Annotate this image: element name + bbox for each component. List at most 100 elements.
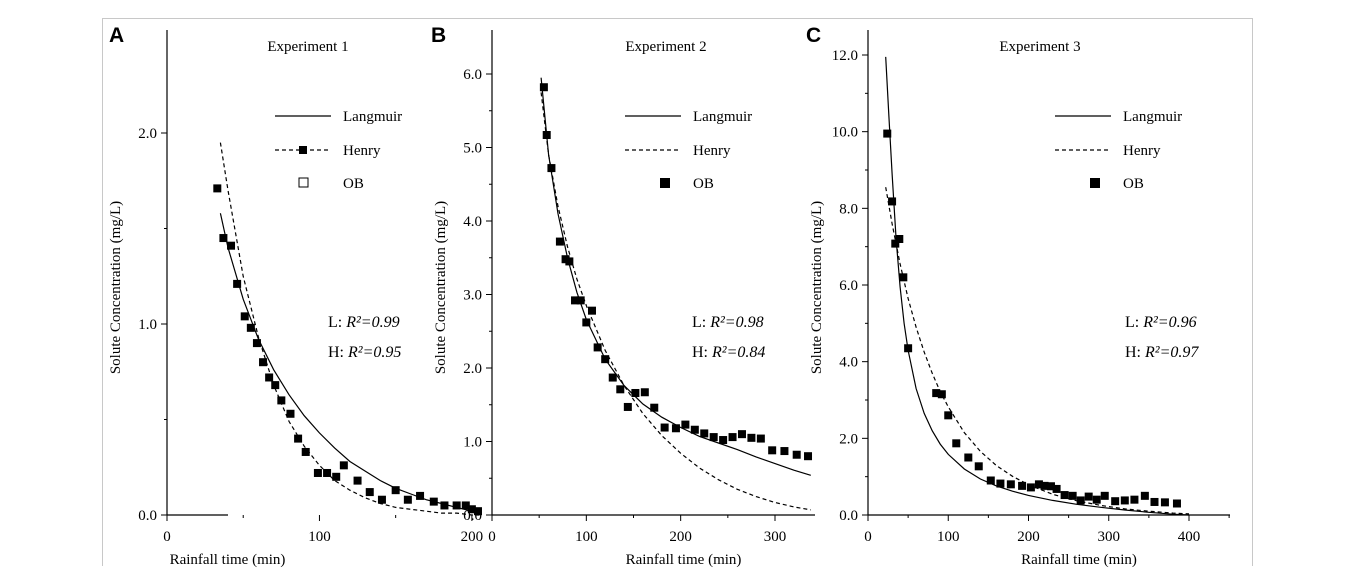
y-tick-label: 1.0 bbox=[138, 317, 157, 333]
data-point-ob bbox=[259, 358, 268, 367]
data-point-ob bbox=[631, 388, 640, 397]
data-point-ob bbox=[219, 234, 228, 243]
data-point-ob bbox=[888, 197, 897, 206]
annotation-h-r2: H: R²=0.84 bbox=[692, 344, 765, 361]
y-tick-label: 4.0 bbox=[463, 214, 482, 230]
data-point-ob bbox=[377, 495, 386, 504]
annotation-h-r2: H: R²=0.95 bbox=[328, 344, 401, 361]
y-tick-label: 6.0 bbox=[839, 278, 858, 294]
data-point-ob bbox=[1034, 480, 1043, 489]
data-point-ob bbox=[587, 306, 596, 315]
data-point-ob bbox=[252, 339, 261, 348]
data-point-ob bbox=[233, 279, 242, 288]
data-point-ob bbox=[593, 343, 602, 352]
data-point-ob bbox=[365, 488, 374, 497]
data-point-ob bbox=[1052, 484, 1061, 493]
x-tick-label: 400 bbox=[1178, 529, 1201, 545]
legend-ob-label: OB bbox=[693, 176, 714, 192]
chart-title: Experiment 1 bbox=[267, 39, 348, 55]
legend-ob-label: OB bbox=[1123, 176, 1144, 192]
legend-henry-label: Henry bbox=[693, 143, 731, 159]
x-axis-label: Rainfall time (min) bbox=[170, 552, 286, 568]
data-point-ob bbox=[1068, 491, 1077, 500]
data-point-ob bbox=[690, 425, 699, 434]
y-tick-label: 2.0 bbox=[463, 361, 482, 377]
data-point-ob bbox=[582, 318, 591, 327]
x-tick-label: 0 bbox=[163, 529, 171, 545]
legend-ob-marker bbox=[1090, 178, 1100, 188]
x-axis-label: Rainfall time (min) bbox=[626, 552, 742, 568]
data-point-ob bbox=[1160, 498, 1169, 507]
data-point-ob bbox=[213, 184, 222, 193]
y-tick-label: 0.0 bbox=[463, 508, 482, 524]
data-point-ob bbox=[780, 447, 789, 456]
data-point-ob bbox=[440, 501, 449, 510]
annotation-l-r2: L: R²=0.99 bbox=[328, 314, 400, 331]
y-tick-label: 1.0 bbox=[463, 435, 482, 451]
data-point-ob bbox=[1046, 482, 1055, 491]
data-point-ob bbox=[246, 323, 255, 332]
chart-title: Experiment 3 bbox=[999, 39, 1080, 55]
data-point-ob bbox=[339, 461, 348, 470]
y-tick-label: 3.0 bbox=[463, 288, 482, 304]
data-point-ob bbox=[952, 439, 961, 448]
data-point-ob bbox=[565, 257, 574, 266]
data-point-ob bbox=[623, 402, 632, 411]
data-point-ob bbox=[547, 164, 556, 173]
panel-b: B Experiment 2 0 100 200 300 0.0 1.0 2.0 3.0 4.0 5.… bbox=[431, 24, 815, 568]
x-tick-label: 0 bbox=[864, 529, 872, 545]
data-point-ob bbox=[1100, 491, 1109, 500]
data-point-ob bbox=[608, 373, 617, 382]
data-point-ob bbox=[277, 396, 286, 405]
data-point-ob bbox=[1084, 492, 1093, 501]
data-point-ob bbox=[294, 434, 303, 443]
annotation-h-r2: H: R²=0.97 bbox=[1125, 344, 1199, 361]
legend-henry-label: Henry bbox=[1123, 143, 1161, 159]
data-point-ob bbox=[1120, 496, 1129, 505]
data-point-ob bbox=[301, 447, 310, 456]
data-point-ob bbox=[391, 486, 400, 495]
data-point-ob bbox=[883, 129, 892, 138]
data-point-ob bbox=[271, 381, 280, 390]
data-point-ob bbox=[728, 433, 737, 442]
legend-langmuir-label: Langmuir bbox=[343, 109, 402, 125]
y-tick-label: 10.0 bbox=[832, 125, 858, 141]
panel-letter: B bbox=[431, 24, 446, 47]
x-tick-label: 300 bbox=[764, 529, 787, 545]
legend-ob-marker bbox=[660, 178, 670, 188]
panel-c: C Experiment 3 0 100 200 300 400 0.0 2.0 4.0 6.0 8.… bbox=[806, 24, 1230, 568]
legend-ob-label: OB bbox=[343, 176, 364, 192]
data-point-ob bbox=[719, 436, 728, 445]
x-tick-label: 0 bbox=[488, 529, 496, 545]
legend-ob-marker bbox=[298, 177, 309, 188]
y-tick-label: 0.0 bbox=[839, 508, 858, 524]
data-point-ob bbox=[660, 423, 669, 432]
y-axis-label: Solute Concentration (mg/L) bbox=[433, 201, 449, 374]
x-tick-label: 200 bbox=[669, 529, 692, 545]
x-tick-label: 200 bbox=[461, 529, 484, 545]
data-point-ob bbox=[1172, 499, 1181, 508]
data-point-ob bbox=[332, 472, 341, 481]
legend: Langmuir Henry OB bbox=[625, 109, 752, 192]
data-point-ob bbox=[1092, 495, 1101, 504]
data-point-ob bbox=[616, 385, 625, 394]
data-point-ob bbox=[452, 501, 461, 510]
x-tick-label: 100 bbox=[575, 529, 598, 545]
data-point-ob bbox=[650, 403, 659, 412]
data-point-ob bbox=[944, 411, 953, 420]
data-point-ob bbox=[265, 373, 274, 382]
series-langmuir-line bbox=[540, 77, 811, 476]
x-tick-label: 100 bbox=[937, 529, 960, 545]
series-henry-line bbox=[885, 187, 1190, 515]
data-point-ob bbox=[1140, 491, 1149, 500]
legend-langmuir-label: Langmuir bbox=[693, 109, 752, 125]
data-point-ob bbox=[932, 389, 941, 398]
y-tick-label: 0.0 bbox=[138, 508, 157, 524]
y-tick-label: 5.0 bbox=[463, 141, 482, 157]
data-point-ob bbox=[1150, 497, 1159, 506]
panel-a: A Experiment 1 0 100 200 0.0 1.0 2.0 Rainfall ti… bbox=[108, 24, 483, 568]
panel-letter: C bbox=[806, 24, 821, 47]
y-tick-label: 12.0 bbox=[832, 48, 858, 64]
data-point-ob bbox=[416, 491, 425, 500]
data-point-ob bbox=[1040, 481, 1049, 490]
